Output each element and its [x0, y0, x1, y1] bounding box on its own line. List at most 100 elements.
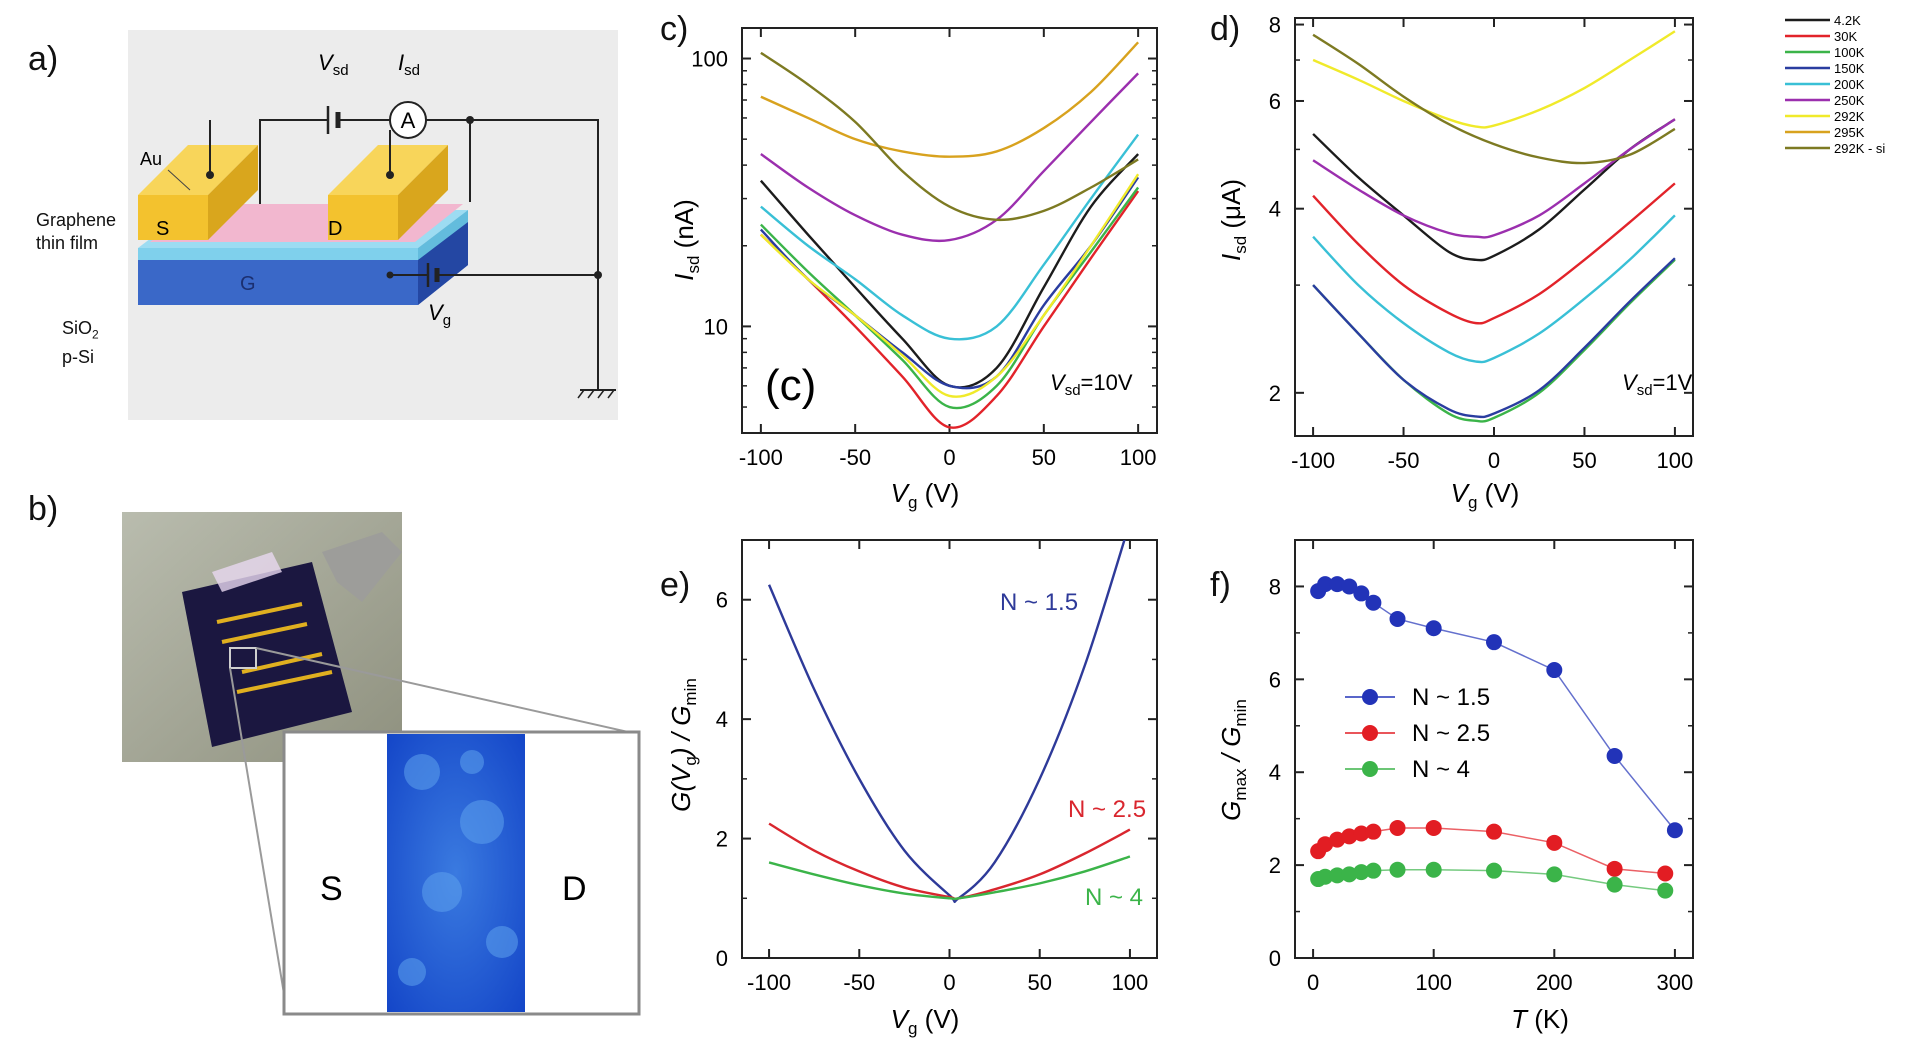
junction-dot-gate — [594, 271, 602, 279]
panel-f-series-connector — [1317, 583, 1676, 831]
legend-label: 30K — [1834, 29, 1857, 44]
panel-c-annotation: Vsd=10V — [1050, 370, 1133, 399]
panel-f-ytick-label: 4 — [1269, 760, 1281, 785]
panel-f-ylabel: Gmax / Gmin — [1216, 699, 1250, 821]
gate-letter: G — [240, 273, 256, 295]
panel-b-photo: S D — [122, 512, 641, 1016]
channel-texture — [398, 750, 518, 986]
wafer-reflection — [212, 552, 282, 592]
drain-electrode-front — [328, 195, 398, 240]
panel-f-data-point — [1353, 864, 1370, 881]
zoom-line-left — [229, 667, 288, 1013]
panel-d-xtick-label: -100 — [1291, 448, 1335, 473]
panel-c-series-line — [760, 41, 1140, 158]
sio2-front — [138, 248, 418, 260]
panel-f-data-point — [1606, 876, 1623, 893]
panel-f-xtick-label: 200 — [1536, 970, 1573, 995]
panel-d-xtick-label: -50 — [1388, 448, 1420, 473]
panel-f-data-point — [1341, 866, 1358, 883]
panel-f-data-point — [1425, 861, 1442, 878]
panel-d-annotation: Vsd=1V — [1622, 370, 1693, 399]
panel-f-data-point — [1389, 610, 1406, 627]
panel-f-legend-label: N ~ 2.5 — [1412, 720, 1490, 747]
panel-d-ylabel: Isd (μA) — [1216, 179, 1250, 261]
source-electrode-side — [208, 145, 258, 240]
panel-f-plot: 0 100 200 300 0 2 4 6 8 — [1269, 539, 1694, 995]
panel-c-inner-label: (c) — [765, 361, 816, 410]
legend-label: 250K — [1834, 93, 1865, 108]
drain-letter: D — [328, 218, 342, 240]
ammeter-icon — [389, 101, 427, 139]
panel-d-series-line — [1312, 258, 1676, 423]
ground-hatch-3 — [597, 389, 605, 399]
panel-f-data-point — [1425, 819, 1442, 836]
panel-f-xtick-label: 0 — [1307, 970, 1319, 995]
panel-f-data-point — [1317, 836, 1334, 853]
panel-c-series-line — [759, 176, 1140, 390]
panel-f-xtick-label: 300 — [1657, 970, 1694, 995]
wafer-sample — [182, 562, 352, 747]
legend-label: 100K — [1834, 45, 1865, 60]
panel-f-data-point — [1365, 862, 1382, 879]
panel-e-xtick-label: 50 — [1027, 970, 1051, 995]
panel-f-ytick-label: 6 — [1269, 667, 1281, 692]
panel-f-legend-marker — [1362, 689, 1378, 705]
panel-c-series-line — [760, 186, 1140, 410]
panel-b-letter: b) — [28, 490, 59, 528]
panel-f-data-point — [1546, 662, 1563, 679]
panel-c-xlabel: Vg (V) — [891, 478, 960, 512]
panel-d-series-line — [1312, 33, 1676, 165]
panel-d-xtick-label: 50 — [1572, 448, 1596, 473]
panel-c-series-line — [760, 72, 1140, 243]
panel-f-data-point — [1329, 867, 1346, 884]
panel-f-data-point — [1666, 822, 1683, 839]
au-label: Au — [140, 149, 162, 169]
panel-e-label-n4: N ~ 4 — [1085, 884, 1143, 911]
panel-f-data-point — [1486, 862, 1502, 879]
panel-e-ytick-label: 4 — [716, 707, 728, 732]
panel-c-ytick-label: 100 — [691, 47, 728, 72]
graphene-label-line2: thin film — [36, 233, 99, 253]
panel-c-xtick-label: 0 — [943, 445, 955, 470]
ground-hatch-1 — [577, 389, 585, 399]
panel-e-ytick-label: 6 — [716, 588, 728, 613]
panel-c-series-line — [760, 51, 1139, 222]
panel-f-data-point — [1365, 823, 1382, 840]
drain-electrode-side — [398, 145, 448, 240]
ground-hatch-4 — [607, 389, 615, 399]
ammeter-letter: A — [401, 108, 416, 133]
panel-a-letter: a) — [28, 40, 59, 78]
panel-f-data-point — [1546, 834, 1563, 851]
panel-f-data-point — [1486, 634, 1502, 651]
panel-d-ytick-label: 8 — [1269, 13, 1281, 38]
panel-f-data-point — [1353, 825, 1370, 842]
panel-f-legend-marker — [1362, 761, 1378, 777]
sio2-label: SiO2 — [62, 318, 99, 342]
panel-e-series-line — [768, 822, 1131, 901]
vsd-label: Vsd — [318, 50, 349, 79]
panel-f-data-point — [1486, 823, 1502, 840]
panel-e-series-line — [767, 540, 1126, 904]
panel-c-ytick-label: 10 — [704, 314, 728, 339]
panel-e-letter: e) — [660, 566, 691, 604]
panel-f-data-point — [1425, 620, 1442, 637]
junction-dot-top — [466, 116, 474, 124]
zoom-region-box — [229, 647, 257, 669]
panel-c-series-line — [760, 133, 1140, 341]
panel-f-ytick-label: 0 — [1269, 946, 1281, 971]
source-electrode-front — [138, 195, 208, 240]
panel-f-frame — [1294, 539, 1694, 959]
legend-label: 292K - si — [1834, 141, 1885, 156]
panel-e-xlabel: Vg (V) — [891, 1004, 960, 1038]
panel-d-xlabel: Vg (V) — [1451, 478, 1520, 512]
zoom-line-right — [255, 647, 638, 735]
p-si-substrate-side — [418, 220, 468, 305]
panel-f-data-point — [1317, 576, 1334, 593]
panel-d-series-line — [1312, 182, 1676, 325]
panel-f-data-point — [1341, 578, 1358, 595]
panel-c-xtick-label: -100 — [739, 445, 783, 470]
panel-f-data-point — [1389, 861, 1406, 878]
panel-c-plot: -100 -50 0 50 100 10 100 — [691, 27, 1158, 470]
